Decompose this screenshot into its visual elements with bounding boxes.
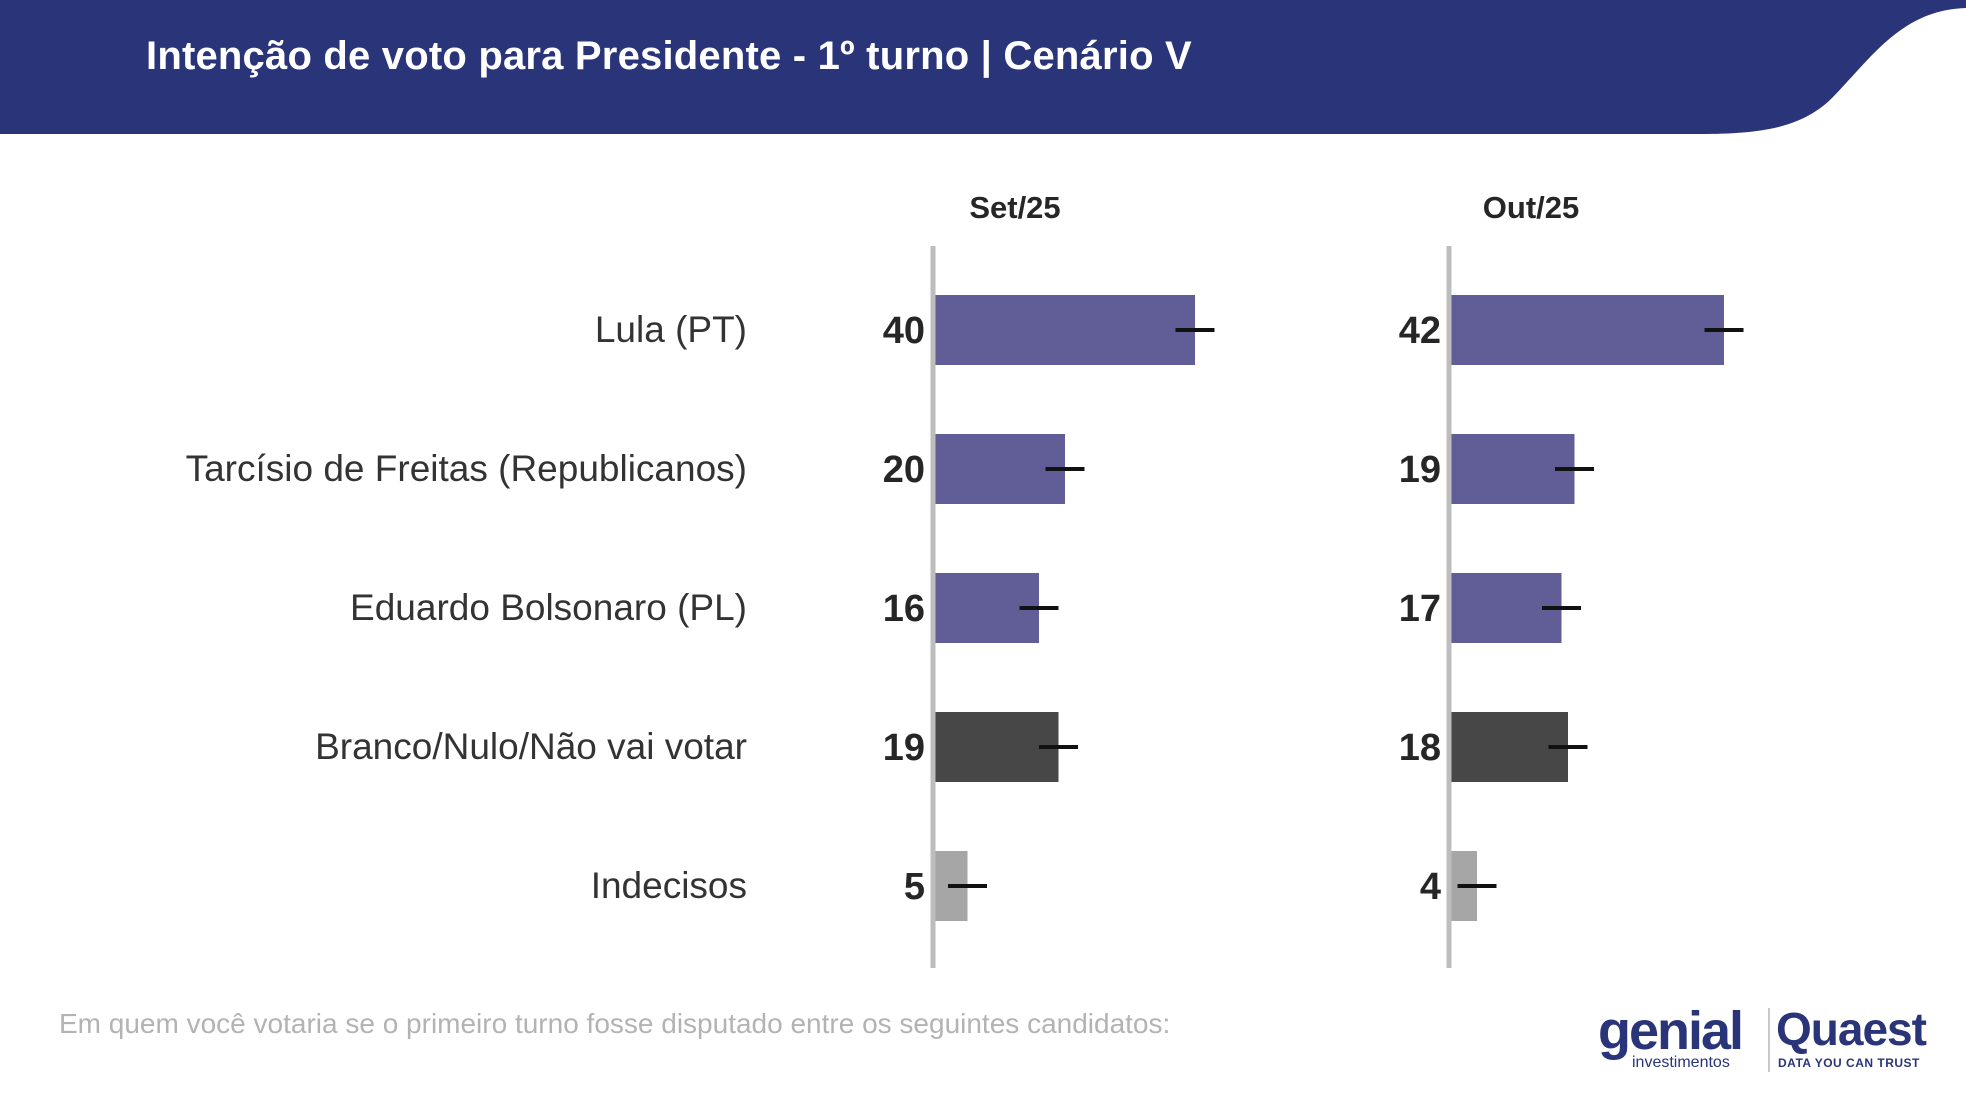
data-label-out-25-tarc-sio-de-freitas-republicanos: 19: [1399, 449, 1441, 491]
data-label-set-25-branco-nulo-n-o-vai-votar: 19: [883, 727, 925, 769]
page-title: Intenção de voto para Presidente - 1º tu…: [146, 34, 1192, 78]
bar-out-25-lula-pt: [1451, 295, 1724, 365]
data-label-set-25-tarc-sio-de-freitas-republicanos: 20: [883, 449, 925, 491]
data-label-out-25-lula-pt: 42: [1399, 310, 1441, 352]
category-label-eduardo-bolsonaro-pl: Eduardo Bolsonaro (PL): [350, 587, 747, 628]
data-label-out-25-eduardo-bolsonaro-pl: 17: [1399, 588, 1441, 630]
data-label-set-25-indecisos: 5: [904, 866, 925, 908]
logo-divider: [1768, 1008, 1770, 1072]
category-label-branco-nulo-n-o-vai-votar: Branco/Nulo/Não vai votar: [315, 726, 747, 767]
quaest-logo-subtitle: DATA YOU CAN TRUST: [1778, 1056, 1920, 1070]
data-label-out-25-branco-nulo-n-o-vai-votar: 18: [1399, 727, 1441, 769]
quaest-logo: Quaest: [1776, 1003, 1927, 1055]
data-label-set-25-lula-pt: 40: [883, 310, 925, 352]
category-label-tarc-sio-de-freitas-republicanos: Tarcísio de Freitas (Republicanos): [185, 448, 747, 489]
bar-set-25-branco-nulo-n-o-vai-votar: [935, 712, 1059, 782]
period-label-set25: Set/25: [969, 190, 1061, 225]
header-band: [0, 0, 1966, 134]
bar-set-25-lula-pt: [935, 295, 1195, 365]
question-text: Em quem você votaria se o primeiro turno…: [59, 1008, 1171, 1039]
genial-logo-subtitle: investimentos: [1632, 1054, 1730, 1071]
data-label-out-25-indecisos: 4: [1420, 866, 1441, 908]
logos: genial investimentos Quaest DATA YOU CAN…: [1588, 1000, 1928, 1080]
data-label-set-25-eduardo-bolsonaro-pl: 16: [883, 588, 925, 630]
period-label-out25: Out/25: [1482, 190, 1580, 225]
category-label-indecisos: Indecisos: [590, 865, 747, 906]
genial-logo: genial: [1598, 1001, 1744, 1061]
category-label-lula-pt: Lula (PT): [594, 309, 747, 350]
bar-set-25-tarc-sio-de-freitas-republicanos: [935, 434, 1065, 504]
bar-out-25-tarc-sio-de-freitas-republicanos: [1451, 434, 1575, 504]
